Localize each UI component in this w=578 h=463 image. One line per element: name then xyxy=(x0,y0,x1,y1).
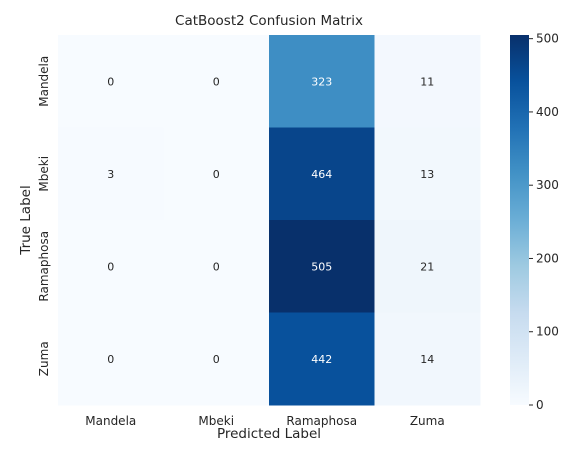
y-tick-label: Zuma xyxy=(37,341,51,376)
cell-value-label: 21 xyxy=(420,260,434,273)
cell-value-label: 323 xyxy=(311,75,332,88)
heatmap-cell xyxy=(269,220,375,313)
heatmap-cell xyxy=(374,220,481,313)
colorbar-ticks: 0 100 200 300 400 500 xyxy=(529,32,559,412)
x-tick-labels: Mandela Mbeki Ramaphosa Zuma xyxy=(85,414,444,428)
cell-value-label: 0 xyxy=(213,168,220,181)
heatmap-cells xyxy=(58,35,481,406)
heatmap-cell xyxy=(374,35,481,128)
cell-value-label: 0 xyxy=(107,353,114,366)
y-tick-label: Ramaphosa xyxy=(37,231,51,302)
y-tick-label: Mandela xyxy=(37,56,51,107)
heatmap-cell xyxy=(163,127,270,221)
x-tick-label: Mandela xyxy=(85,414,136,428)
cell-annotations: 0 0 323 11 3 0 464 13 0 0 505 21 0 0 442 14 xyxy=(107,75,434,366)
colorbar-tick-label: 400 xyxy=(536,105,559,119)
heatmap-cell xyxy=(58,127,164,221)
x-tick-label: Ramaphosa xyxy=(286,414,357,428)
cell-value-label: 442 xyxy=(311,353,332,366)
y-tick-labels: Mandela Mbeki Ramaphosa Zuma xyxy=(37,56,51,376)
heatmap-cell xyxy=(58,35,164,128)
colorbar xyxy=(510,35,529,405)
colorbar-tick-label: 200 xyxy=(536,251,559,265)
heatmap-cell xyxy=(374,312,481,406)
colorbar-tick-label: 500 xyxy=(536,32,559,46)
cell-value-label: 0 xyxy=(213,260,220,273)
colorbar-tick-label: 300 xyxy=(536,178,559,192)
cell-value-label: 14 xyxy=(420,353,434,366)
cell-value-label: 0 xyxy=(213,75,220,88)
heatmap-cell xyxy=(374,127,481,221)
heatmap-cell xyxy=(163,312,270,406)
cell-value-label: 0 xyxy=(107,260,114,273)
heatmap-cell xyxy=(269,127,375,221)
y-tick-label: Mbeki xyxy=(37,156,51,192)
cell-value-label: 0 xyxy=(107,75,114,88)
cell-value-label: 505 xyxy=(311,260,332,273)
heatmap-cell xyxy=(163,220,270,313)
cell-value-label: 3 xyxy=(107,168,114,181)
x-axis-label: Predicted Label xyxy=(217,426,321,442)
cell-value-label: 464 xyxy=(311,168,332,181)
cell-value-label: 0 xyxy=(213,353,220,366)
heatmap-cell xyxy=(58,312,164,406)
heatmap-cell xyxy=(269,35,375,128)
colorbar-tick-label: 0 xyxy=(536,398,544,412)
cell-value-label: 11 xyxy=(420,75,434,88)
heatmap-cell xyxy=(163,35,270,128)
heatmap-cell xyxy=(58,220,164,313)
y-axis-label: True Label xyxy=(18,185,34,255)
colorbar-tick-label: 100 xyxy=(536,325,559,339)
x-tick-label: Mbeki xyxy=(198,414,234,428)
heatmap-cell xyxy=(269,312,375,406)
cell-value-label: 13 xyxy=(420,168,434,181)
chart-title: CatBoost2 Confusion Matrix xyxy=(175,13,363,29)
x-tick-label: Zuma xyxy=(410,414,445,428)
